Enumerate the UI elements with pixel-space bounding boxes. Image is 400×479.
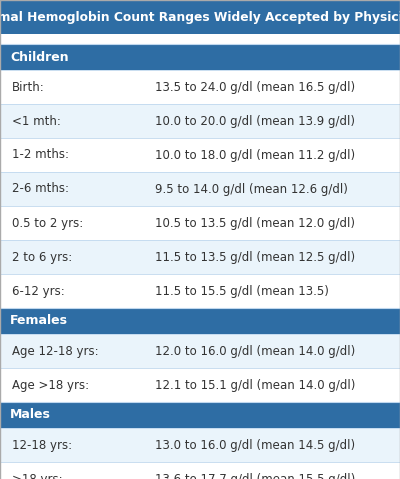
Bar [0,402,400,428]
Text: 10.0 to 20.0 g/dl (mean 13.9 g/dl): 10.0 to 20.0 g/dl (mean 13.9 g/dl) [155,114,355,127]
Bar [0,172,400,206]
Bar [0,70,400,104]
Text: Age >18 yrs:: Age >18 yrs: [12,378,89,391]
Bar [0,240,400,274]
Text: Birth:: Birth: [12,80,45,93]
Bar [0,308,400,334]
Text: Age 12-18 yrs:: Age 12-18 yrs: [12,344,99,357]
Text: 12.1 to 15.1 g/dl (mean 14.0 g/dl): 12.1 to 15.1 g/dl (mean 14.0 g/dl) [155,378,355,391]
Bar [0,462,400,479]
Text: 11.5 to 15.5 g/dl (mean 13.5): 11.5 to 15.5 g/dl (mean 13.5) [155,285,329,297]
Bar [0,428,400,462]
Text: 1-2 mths:: 1-2 mths: [12,148,69,161]
Bar [0,274,400,308]
Bar [0,206,400,240]
Bar [0,104,400,138]
Text: 13.0 to 16.0 g/dl (mean 14.5 g/dl): 13.0 to 16.0 g/dl (mean 14.5 g/dl) [155,438,355,452]
Text: Normal Hemoglobin Count Ranges Widely Accepted by Physicians: Normal Hemoglobin Count Ranges Widely Ac… [0,11,400,23]
Text: 10.5 to 13.5 g/dl (mean 12.0 g/dl): 10.5 to 13.5 g/dl (mean 12.0 g/dl) [155,217,355,229]
Text: 11.5 to 13.5 g/dl (mean 12.5 g/dl): 11.5 to 13.5 g/dl (mean 12.5 g/dl) [155,251,355,263]
Text: Females: Females [10,315,68,328]
Text: 12.0 to 16.0 g/dl (mean 14.0 g/dl): 12.0 to 16.0 g/dl (mean 14.0 g/dl) [155,344,355,357]
Text: 10.0 to 18.0 g/dl (mean 11.2 g/dl): 10.0 to 18.0 g/dl (mean 11.2 g/dl) [155,148,355,161]
Text: >18 yrs:: >18 yrs: [12,472,63,479]
Bar [0,138,400,172]
Bar [0,0,400,34]
Text: 0.5 to 2 yrs:: 0.5 to 2 yrs: [12,217,83,229]
Text: 9.5 to 14.0 g/dl (mean 12.6 g/dl): 9.5 to 14.0 g/dl (mean 12.6 g/dl) [155,182,348,195]
Text: 2-6 mths:: 2-6 mths: [12,182,69,195]
Text: 2 to 6 yrs:: 2 to 6 yrs: [12,251,72,263]
Text: 12-18 yrs:: 12-18 yrs: [12,438,72,452]
Text: Children: Children [10,50,69,64]
Text: <1 mth:: <1 mth: [12,114,61,127]
Bar [0,368,400,402]
Text: Males: Males [10,409,51,422]
Bar [0,44,400,70]
Text: 6-12 yrs:: 6-12 yrs: [12,285,65,297]
Bar [0,334,400,368]
Text: 13.5 to 24.0 g/dl (mean 16.5 g/dl): 13.5 to 24.0 g/dl (mean 16.5 g/dl) [155,80,355,93]
Text: 13.6 to 17.7 g/dl (mean 15.5 g/dl): 13.6 to 17.7 g/dl (mean 15.5 g/dl) [155,472,355,479]
